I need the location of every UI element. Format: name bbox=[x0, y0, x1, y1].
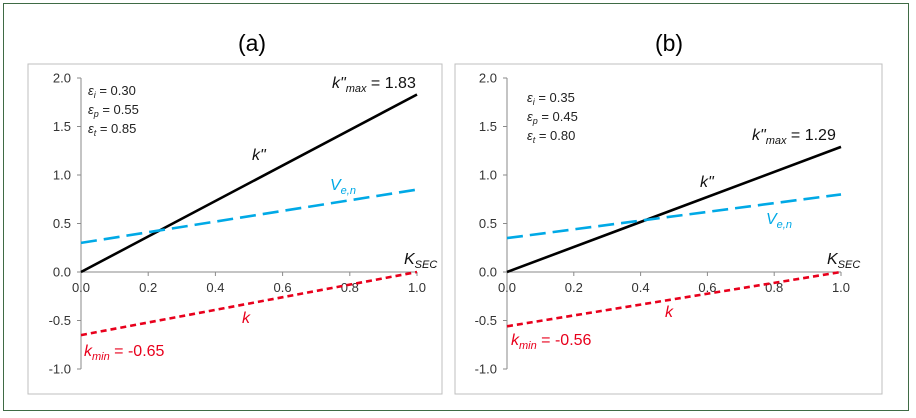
chart-b-param-symbol: ε bbox=[527, 109, 533, 124]
chart-b-plot-frame bbox=[454, 63, 883, 395]
chart-a-y-tick-label: 2.0 bbox=[53, 71, 71, 86]
chart-b-ven-symbol: V bbox=[766, 211, 778, 228]
chart-b-y-tick-label: 0.5 bbox=[479, 216, 497, 231]
chart-b-x-tick-label: 1.0 bbox=[832, 280, 850, 295]
chart-b-kmax-subscript: max bbox=[766, 135, 787, 147]
chart-a-kmin-symbol: k bbox=[84, 343, 93, 360]
chart-b-x-tick-label: 0.0 bbox=[498, 280, 516, 295]
chart-a-y-tick-label: 1.0 bbox=[53, 168, 71, 183]
chart-b-param-p: εp = 0.45 bbox=[527, 109, 578, 126]
chart-b-param-value: = 0.80 bbox=[535, 128, 575, 143]
chart-a-param-symbol: ε bbox=[88, 121, 94, 136]
chart-a-y-tick-label: 0.0 bbox=[53, 265, 71, 280]
chart-a-k-series-label: k bbox=[242, 310, 251, 327]
chart-b-x-tick-label: 0.6 bbox=[698, 280, 716, 295]
chart-a-kmin-value: = -0.65 bbox=[110, 343, 165, 360]
chart-a-param-symbol: ε bbox=[88, 83, 94, 98]
chart-b-param-i: εi = 0.35 bbox=[527, 90, 575, 107]
chart-b-x-tick-label: 0.2 bbox=[565, 280, 583, 295]
chart-b-y-tick-label: 0.0 bbox=[479, 265, 497, 280]
chart-b-y-tick-label: -1.0 bbox=[475, 362, 497, 377]
chart-a-x-axis-symbol: K bbox=[404, 251, 416, 268]
chart-b-x-axis-symbol: K bbox=[827, 251, 839, 268]
chart-a-kmax-subscript: max bbox=[346, 83, 367, 95]
chart-b-kmax-value: = 1.29 bbox=[786, 127, 835, 144]
chart-a-param-i: εi = 0.30 bbox=[88, 83, 136, 100]
chart-b-ven-line bbox=[506, 193, 842, 240]
chart-b-k-line bbox=[506, 270, 842, 328]
chart-a-param-value: = 0.85 bbox=[96, 121, 136, 136]
chart-a-kmax-value: = 1.83 bbox=[366, 75, 415, 92]
chart-b-kpp-line bbox=[506, 145, 842, 274]
chart-a-x-axis-label: KSEC bbox=[404, 251, 437, 271]
chart-b-param-t: εt = 0.80 bbox=[527, 128, 575, 145]
chart-a-param-subscript: p bbox=[93, 109, 99, 119]
panel-title-b: (b) bbox=[654, 30, 684, 56]
chart-b-ven-subscript: e,n bbox=[777, 219, 792, 231]
chart-a-k-line bbox=[80, 270, 418, 337]
chart-a-group: 2.0 1.5 1.0 0.5 0.0 -0.5 -1.0 0.0 0.2 0.4 0.6 0.8 1.… bbox=[27, 63, 443, 395]
chart-a-x-tick-label: 0.8 bbox=[341, 280, 359, 295]
chart-b-kpp-series-label: k" bbox=[700, 174, 715, 191]
chart-b-ven-series-label: Ve,n bbox=[766, 211, 792, 231]
chart-a-param-subscript: t bbox=[94, 128, 97, 138]
chart-a-ven-line bbox=[80, 188, 418, 245]
chart-b-kmin-symbol: k bbox=[511, 332, 520, 349]
chart-b-kmin-value: = -0.56 bbox=[537, 332, 592, 349]
chart-a-param-symbol: ε bbox=[88, 102, 94, 117]
chart-b-param-value: = 0.45 bbox=[538, 109, 578, 124]
chart-a-kpp-series-label: k" bbox=[252, 147, 267, 164]
chart-a-param-p: εp = 0.55 bbox=[88, 102, 139, 119]
chart-a-y-tick-label: -0.5 bbox=[49, 313, 71, 328]
panel-title-a: (a) bbox=[237, 30, 267, 56]
chart-b-y-tick-label: 1.5 bbox=[479, 119, 497, 134]
chart-a-x-tick-label: 0.6 bbox=[274, 280, 292, 295]
chart-b-param-symbol: ε bbox=[527, 128, 533, 143]
chart-a-param-t: εt = 0.85 bbox=[88, 121, 136, 138]
chart-a-kmax-label: k"max = 1.83 bbox=[332, 75, 416, 95]
chart-b-param-symbol: ε bbox=[527, 90, 533, 105]
chart-b-x-axis-subscript: SEC bbox=[838, 259, 861, 271]
chart-a-param-value: = 0.30 bbox=[96, 83, 136, 98]
chart-a-x-tick-label: 0.4 bbox=[206, 280, 224, 295]
chart-b-x-axis-label: KSEC bbox=[827, 251, 860, 271]
chart-a-param-value: = 0.55 bbox=[99, 102, 139, 117]
chart-a-y-tick-label: 1.5 bbox=[53, 119, 71, 134]
chart-a-x-axis-subscript: SEC bbox=[415, 259, 438, 271]
chart-b-param-value: = 0.35 bbox=[535, 90, 575, 105]
chart-a-kpp-line bbox=[80, 93, 418, 274]
chart-a-kmax-symbol: k" bbox=[332, 75, 347, 92]
chart-b-x-tick-label: 0.4 bbox=[632, 280, 650, 295]
chart-b-param-subscript: i bbox=[533, 97, 536, 107]
chart-b-kmax-symbol: k" bbox=[752, 127, 767, 144]
chart-a-ven-series-label: Ve,n bbox=[330, 177, 356, 197]
chart-b-param-subscript: p bbox=[532, 116, 538, 126]
chart-b-y-tick-label: -0.5 bbox=[475, 313, 497, 328]
chart-a-ven-subscript: e,n bbox=[341, 185, 356, 197]
chart-b-y-tick-label: 2.0 bbox=[479, 71, 497, 86]
chart-b-kmin-label: kmin = -0.56 bbox=[511, 332, 592, 352]
chart-a-x-tick-label: 0.0 bbox=[72, 280, 90, 295]
chart-a-x-tick-label: 1.0 bbox=[408, 280, 426, 295]
chart-a-x-tick-label: 0.2 bbox=[139, 280, 157, 295]
chart-a-param-subscript: i bbox=[94, 90, 97, 100]
chart-b-group: 2.0 1.5 1.0 0.5 0.0 -0.5 -1.0 0.0 0.2 0.4 0.6 0.8 1.… bbox=[454, 63, 883, 395]
chart-a-y-tick-label: -1.0 bbox=[49, 362, 71, 377]
chart-b-kmin-subscript: min bbox=[519, 340, 537, 352]
chart-a-kmin-label: kmin = -0.65 bbox=[84, 343, 165, 363]
chart-b-y-tick-label: 1.0 bbox=[479, 168, 497, 183]
chart-b-param-subscript: t bbox=[533, 135, 536, 145]
chart-a-y-tick-label: 0.5 bbox=[53, 216, 71, 231]
chart-b-x-tick-label: 0.8 bbox=[765, 280, 783, 295]
chart-a-ven-symbol: V bbox=[330, 177, 342, 194]
chart-b-kmax-label: k"max = 1.29 bbox=[752, 127, 836, 147]
chart-a-kmin-subscript: min bbox=[92, 351, 110, 363]
chart-b-k-series-label: k bbox=[665, 304, 674, 321]
